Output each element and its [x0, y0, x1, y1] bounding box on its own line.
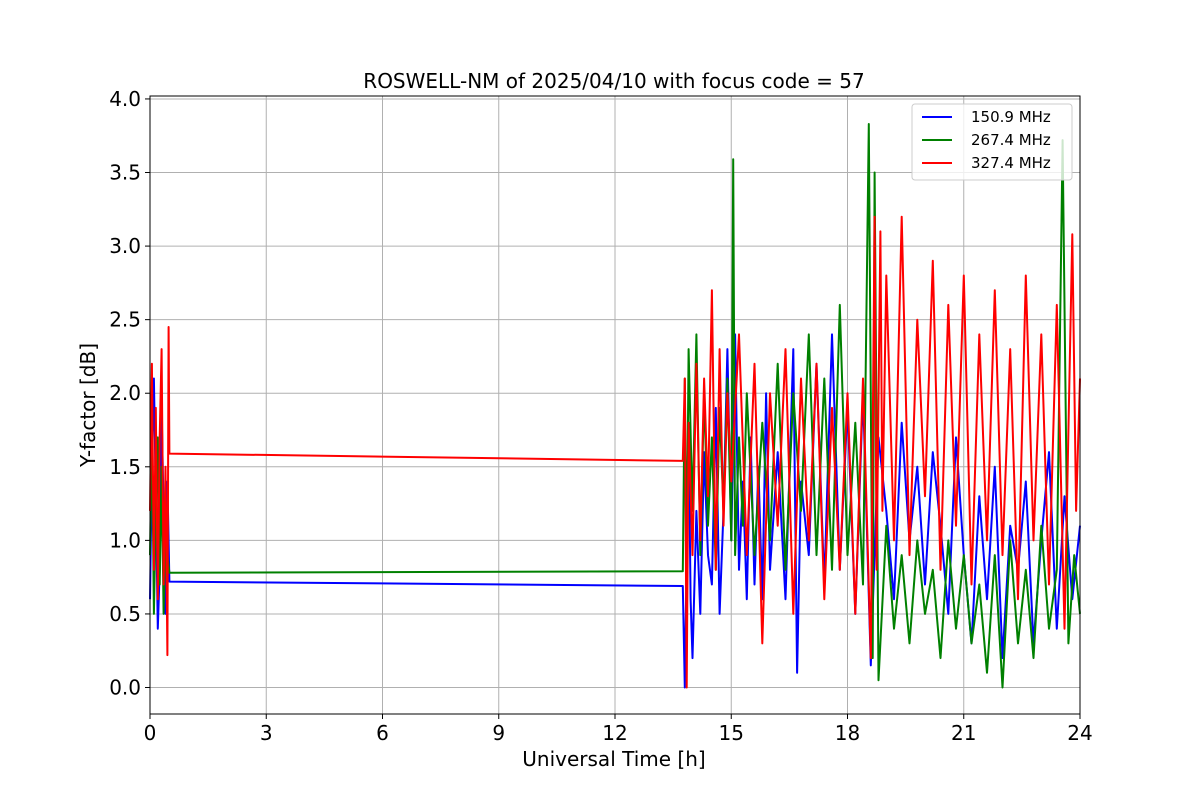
x-tick-label: 3: [260, 721, 273, 745]
x-axis: 0 3 6 9 12 15 18 21 24: [144, 714, 1093, 745]
x-tick-label: 9: [492, 721, 505, 745]
y-tick-label: 3.0: [109, 234, 141, 258]
y-tick-label: 1.5: [109, 455, 141, 479]
x-tick-label: 0: [144, 721, 157, 745]
y-axis-label: Y-factor [dB]: [76, 343, 100, 468]
series-layer: [149, 123, 1081, 689]
y-tick-label: 2.5: [109, 308, 141, 332]
chart-title: ROSWELL-NM of 2025/04/10 with focus code…: [363, 69, 864, 93]
y-tick-label: 0.0: [109, 676, 141, 700]
legend: 150.9 MHz 267.4 MHz 327.4 MHz: [911, 103, 1073, 181]
y-tick-label: 2.0: [109, 381, 141, 405]
y-tick-label: 1.0: [109, 528, 141, 552]
x-tick-label: 15: [719, 721, 744, 745]
y-tick-label: 3.5: [109, 161, 141, 185]
y-axis: 0.0 0.5 1.0 1.5 2.0 2.5 3.0 3.5 4.0: [109, 87, 150, 700]
x-tick-label: 24: [1067, 721, 1092, 745]
legend-label: 150.9 MHz: [971, 108, 1051, 126]
legend-label: 267.4 MHz: [971, 131, 1051, 149]
y-tick-label: 4.0: [109, 87, 141, 111]
x-tick-label: 12: [602, 721, 627, 745]
x-tick-label: 6: [376, 721, 389, 745]
legend-box: [911, 103, 1073, 181]
grid-lines: [149, 96, 1081, 714]
legend-label: 327.4 MHz: [971, 154, 1051, 172]
x-axis-label: Universal Time [h]: [522, 747, 705, 771]
series-line-2: [149, 215, 1081, 689]
x-tick-label: 21: [951, 721, 976, 745]
y-tick-label: 0.5: [109, 602, 141, 626]
x-tick-label: 18: [835, 721, 860, 745]
